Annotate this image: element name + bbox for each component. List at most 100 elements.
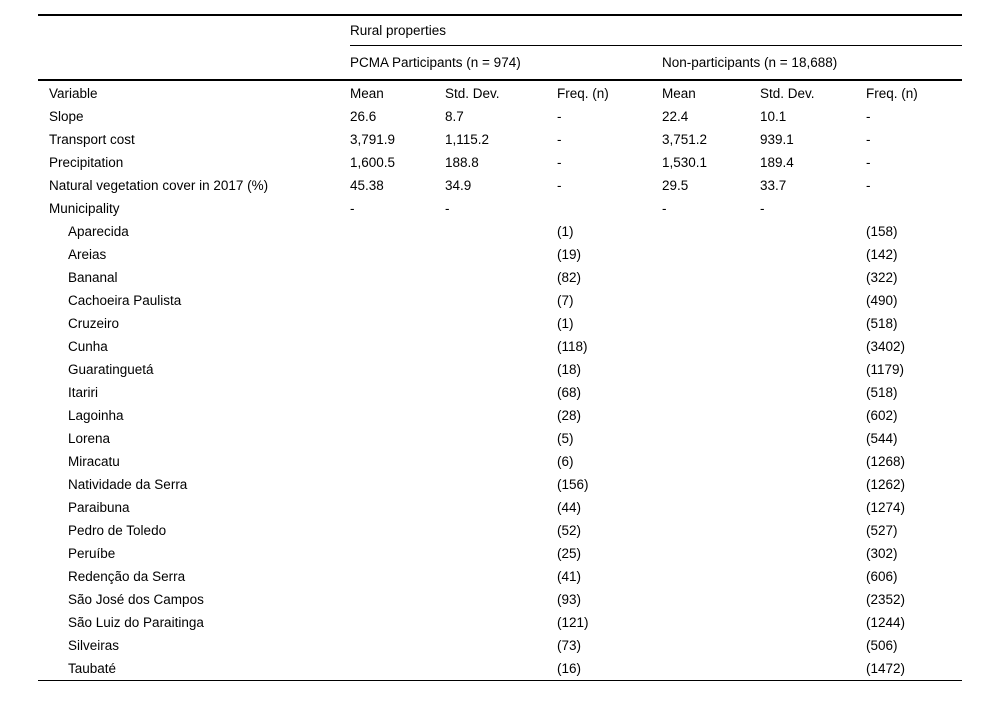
row-value [445,358,557,381]
row-value [445,289,557,312]
row-value: (19) [557,247,582,262]
row-value [350,542,445,565]
row-value [350,496,445,519]
row-value [350,266,445,289]
table-row: Lorena (5) (544) [38,427,962,450]
row-value: - [760,201,765,216]
row-value [445,657,557,681]
table-row: Bananal (82) (322) [38,266,962,289]
row-value [445,473,557,496]
row-value: - [866,109,871,124]
row-value: (41) [557,569,582,584]
row-value: (142) [866,247,898,262]
row-value: - [866,178,871,193]
row-value [350,611,445,634]
row-value [350,473,445,496]
colgroup-non-participants: Non-participants (n = 18,688) [662,45,963,81]
participant-groups-stub [38,45,350,81]
row-value [350,657,445,681]
row-value [760,220,866,243]
col-header-stddev-participants: Std. Dev. [445,85,500,101]
row-value [662,519,760,542]
row-value: (527) [866,523,898,538]
table-row: Miracatu (6) (1268) [38,450,962,473]
row-value [760,266,866,289]
row-value [350,220,445,243]
row-value: 188.8 [445,155,479,170]
row-value [760,611,866,634]
row-value: (82) [557,270,582,285]
row-label: São Luiz do Paraitinga [68,615,204,630]
table-row: Silveiras (73) (506) [38,634,962,657]
row-value [760,404,866,427]
row-label: Bananal [68,270,118,285]
row-value: (1268) [866,454,906,469]
row-value [662,473,760,496]
row-value [662,611,760,634]
row-label: Taubaté [38,657,350,681]
row-value: (28) [557,408,582,423]
row-value: - [662,201,667,216]
table-row: Taubaté (16) (1472) [38,657,963,681]
row-value [866,197,962,220]
table-row: Slope 26.6 8.7 - 22.4 10.1 - [38,105,962,128]
row-value: 45.38 [350,178,384,193]
row-value [662,358,760,381]
row-value: 8.7 [445,109,464,124]
summary-statistics-table: Rural properties PCMA Participants (n = … [38,14,963,681]
col-header-freq-participants: Freq. (n) [557,85,609,101]
row-value [350,381,445,404]
row-value [760,335,866,358]
row-label: Lorena [68,431,111,446]
row-value [350,335,445,358]
row-value [662,220,760,243]
row-value [760,542,866,565]
row-value [662,634,760,657]
row-value: (93) [557,592,582,607]
row-value [662,404,760,427]
row-value [350,634,445,657]
row-value [350,450,445,473]
row-label: Itariri [68,385,98,400]
group-header-stub [38,14,350,45]
row-value: (156) [557,477,589,492]
table-row: Itariri (68) (518) [38,381,962,404]
row-value: (121) [557,615,589,630]
table-row: Cruzeiro (1) (518) [38,312,962,335]
row-value [445,634,557,657]
row-value: - [557,132,562,147]
row-value [445,542,557,565]
row-value: (1) [557,316,574,331]
row-value: - [866,155,871,170]
row-value: 189.4 [760,155,794,170]
row-value [350,565,445,588]
row-value [662,289,760,312]
row-value: (1244) [866,615,906,630]
row-value: (6) [557,454,574,469]
row-value [662,450,760,473]
table-row: Guaratinguetá (18) (1179) [38,358,962,381]
row-value [662,381,760,404]
table-row: Pedro de Toledo (52) (527) [38,519,962,542]
colgroup-pcma-participants: PCMA Participants (n = 974) [350,45,662,81]
row-value [445,335,557,358]
col-header-stddev-nonparticipants: Std. Dev. [760,85,815,101]
row-label: Peruíbe [68,546,116,561]
row-value [760,588,866,611]
row-value: (602) [866,408,898,423]
row-label: Transport cost [49,132,135,147]
row-label: Natural vegetation cover in 2017 (%) [49,178,269,193]
row-value: 26.6 [350,109,377,124]
row-value: (506) [866,638,898,653]
row-value [662,427,760,450]
row-value [445,312,557,335]
row-value: 3,751.2 [662,132,708,147]
table-row: Natividade da Serra (156) (1262) [38,473,962,496]
summary-statistics-table-wrap: Rural properties PCMA Participants (n = … [38,14,963,681]
table-row: Cunha (118) (3402) [38,335,962,358]
row-value: (73) [557,638,582,653]
row-value [350,358,445,381]
row-value [760,565,866,588]
row-value: (490) [866,293,898,308]
